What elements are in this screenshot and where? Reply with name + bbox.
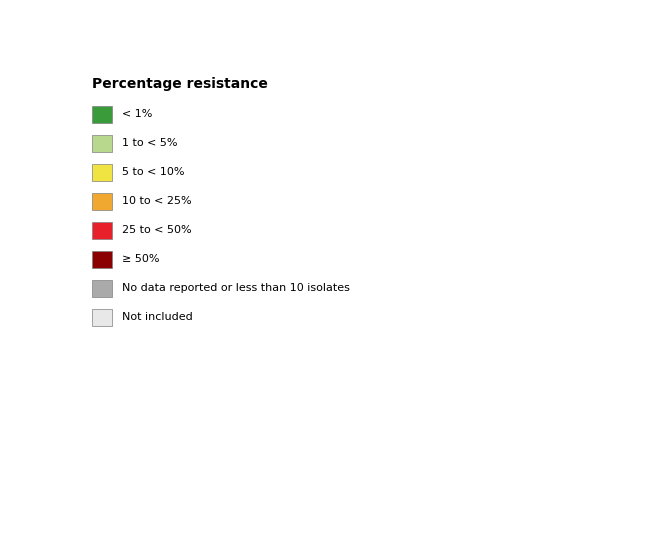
Text: Not included: Not included — [122, 312, 193, 322]
Text: < 1%: < 1% — [122, 109, 153, 119]
Bar — [91, 106, 112, 123]
Bar — [91, 309, 112, 325]
Bar — [91, 164, 112, 181]
Text: 5 to < 10%: 5 to < 10% — [122, 167, 185, 177]
Bar — [91, 251, 112, 267]
Text: ≥ 50%: ≥ 50% — [122, 254, 160, 264]
Text: 25 to < 50%: 25 to < 50% — [122, 225, 192, 235]
Text: Percentage resistance: Percentage resistance — [91, 77, 267, 91]
Bar — [91, 222, 112, 238]
Text: No data reported or less than 10 isolates: No data reported or less than 10 isolate… — [122, 284, 350, 293]
Bar — [91, 280, 112, 296]
Text: 10 to < 25%: 10 to < 25% — [122, 196, 192, 206]
Bar — [91, 135, 112, 152]
Text: 1 to < 5%: 1 to < 5% — [122, 138, 177, 148]
Bar — [91, 193, 112, 210]
